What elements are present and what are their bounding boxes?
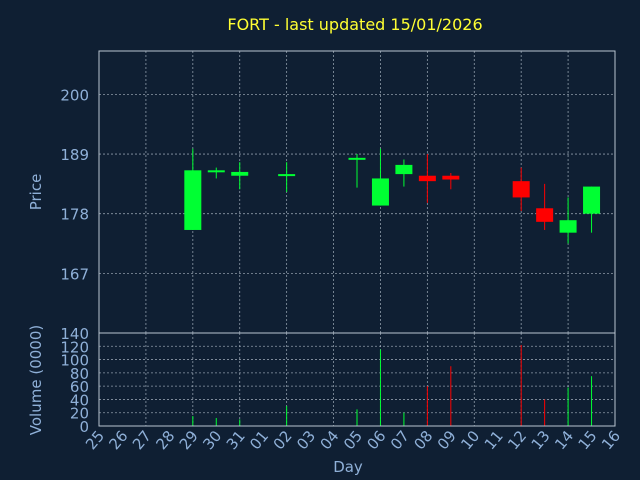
- price-plot-frame: [98, 50, 616, 334]
- volume-tick-label: 60: [70, 378, 89, 396]
- candle-body: [207, 170, 225, 173]
- volume-tick-label: 100: [60, 352, 89, 370]
- candle-body: [278, 174, 296, 177]
- volume-series: [192, 344, 593, 426]
- volume-tick-label: 140: [60, 325, 89, 343]
- chart-title: FORT - last updated 15/01/2026: [227, 15, 482, 34]
- x-tick-label: 14: [551, 427, 577, 453]
- volume-tick-label: 0: [79, 418, 89, 436]
- volume-grid: [99, 333, 615, 426]
- volume-plot-frame: [98, 332, 616, 427]
- price-tick-label: 167: [60, 265, 89, 283]
- candle-body: [512, 181, 530, 198]
- x-axis-label: Day: [333, 458, 363, 476]
- x-tick-label: 08: [410, 427, 436, 453]
- volume-tick-label: 20: [70, 405, 89, 423]
- x-tick-label: 07: [387, 427, 413, 453]
- x-tick-label: 27: [129, 427, 155, 453]
- volume-tick-label: 120: [60, 338, 89, 356]
- x-tick-label: 06: [363, 427, 389, 453]
- x-tick-label: 29: [176, 427, 202, 453]
- price-tick-label: 200: [60, 86, 89, 104]
- x-tick-label: 09: [434, 427, 460, 453]
- candle-body: [348, 157, 366, 160]
- price-tick-label: 189: [60, 146, 89, 164]
- x-tick-label: 26: [105, 427, 131, 453]
- candle-body: [442, 175, 460, 180]
- x-tick-label: 10: [457, 427, 483, 453]
- x-tick-label: 03: [293, 427, 319, 453]
- volume-tick-label: 80: [70, 365, 89, 383]
- candle-body: [184, 170, 202, 230]
- x-tick-label: 04: [317, 427, 343, 453]
- candlestick-series: [184, 148, 601, 244]
- x-tick-label: 15: [575, 427, 601, 453]
- x-tick-label: 31: [223, 427, 249, 453]
- candle-body: [536, 208, 554, 222]
- volume-tick-label: 40: [70, 391, 89, 409]
- volume-axis-label: Volume (0000): [27, 325, 45, 435]
- price-panel: 167 178 189 200: [60, 50, 616, 334]
- x-tick-label: 28: [152, 427, 178, 453]
- price-tick-labels: 167 178 189 200: [60, 86, 89, 283]
- candle-body: [231, 171, 249, 176]
- x-tick-labels: 2526272829303101020304050607080910111213…: [82, 427, 624, 453]
- candle-body: [418, 175, 436, 182]
- x-tick-label: 05: [340, 427, 366, 453]
- x-tick-label: 11: [481, 427, 507, 453]
- price-grid: [99, 51, 615, 333]
- price-axis-label: Price: [27, 174, 45, 211]
- x-tick-label: 01: [246, 427, 272, 453]
- price-tick-label: 178: [60, 206, 89, 224]
- candle-body: [371, 178, 389, 206]
- x-tick-label: 16: [598, 427, 624, 453]
- candle-body: [395, 164, 413, 175]
- candle-body: [559, 220, 577, 233]
- x-tick-label: 12: [504, 427, 530, 453]
- x-tick-label: 30: [199, 427, 225, 453]
- x-tick-label: 02: [270, 427, 296, 453]
- x-tick-label: 13: [528, 427, 554, 453]
- candle-body: [583, 186, 601, 214]
